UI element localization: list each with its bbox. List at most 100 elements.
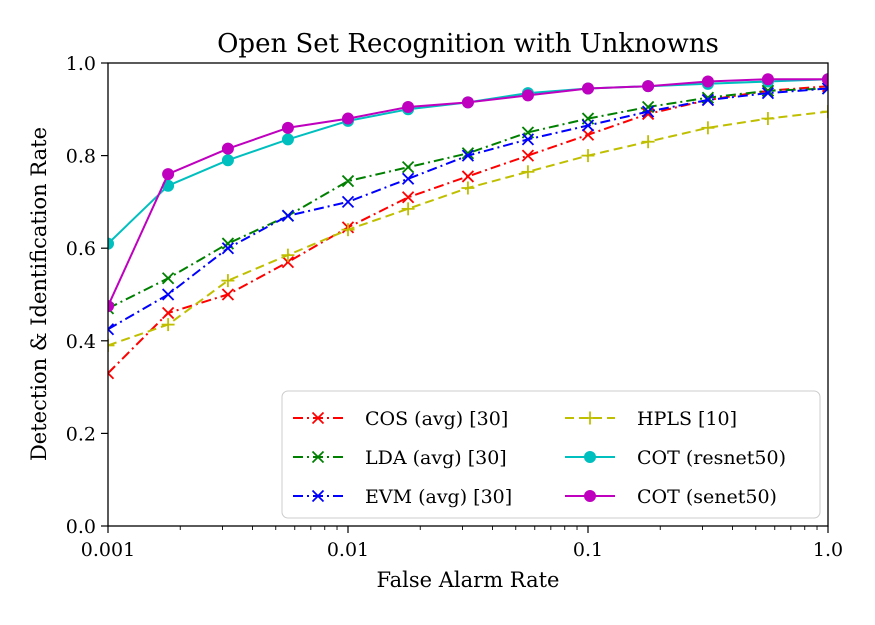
data-point <box>341 223 355 237</box>
series-1 <box>108 82 828 315</box>
data-point <box>461 170 475 183</box>
legend-label: HPLS [10] <box>637 408 737 430</box>
y-axis-label: Detection & Identification Rate <box>27 127 51 461</box>
y-tick-label: 0.6 <box>66 238 96 260</box>
data-point <box>641 135 655 149</box>
data-point <box>461 181 475 195</box>
x-axis-label: False Alarm Rate <box>377 568 560 592</box>
data-point <box>401 191 415 204</box>
x-tick-label: 0.01 <box>327 539 369 561</box>
data-point <box>281 255 295 269</box>
y-tick-label: 0.0 <box>66 516 96 538</box>
data-point <box>108 367 115 380</box>
data-point <box>281 209 295 222</box>
y-tick-label: 0.8 <box>66 146 96 168</box>
data-point <box>642 80 655 93</box>
data-point <box>161 306 175 320</box>
data-point <box>108 323 115 336</box>
legend-label: EVM (avg) [30] <box>365 486 512 508</box>
legend-entry: EVM (avg) [30] <box>293 486 512 508</box>
data-point <box>341 195 355 209</box>
legend: COS (avg) [30] LDA (avg) [30] EVM (avg) [3… <box>281 390 821 519</box>
data-point <box>822 73 828 86</box>
legend-label: COS (avg) [30] <box>365 408 508 430</box>
data-point <box>401 202 415 216</box>
x-tick-label: 0.001 <box>81 539 135 561</box>
data-point <box>521 165 535 179</box>
series-line <box>108 87 828 331</box>
data-point <box>521 149 535 162</box>
data-point <box>701 75 714 88</box>
data-point <box>761 86 775 100</box>
series-3 <box>108 105 828 352</box>
legend-entry: HPLS [10] <box>565 408 737 430</box>
series-5 <box>108 73 828 313</box>
data-point <box>281 133 294 146</box>
legend-marker <box>311 411 325 425</box>
legend-entry: LDA (avg) [30] <box>293 447 507 469</box>
legend-box <box>281 390 821 519</box>
data-point <box>582 82 594 95</box>
data-point <box>641 105 655 118</box>
series-line <box>108 110 828 347</box>
x-tick-label: 1.0 <box>813 539 843 561</box>
data-point <box>221 242 235 255</box>
data-point <box>402 100 415 113</box>
legend-marker <box>583 411 597 425</box>
legend-marker <box>584 490 596 502</box>
y-tick-label: 0.4 <box>66 331 96 353</box>
data-point <box>821 82 828 95</box>
legend-entry: COT (resnet50) <box>565 447 786 469</box>
data-point <box>461 147 475 160</box>
data-point <box>461 96 474 109</box>
data-point <box>108 338 115 352</box>
legend-label: COT (resnet50) <box>637 447 786 469</box>
data-point <box>821 105 828 119</box>
data-point <box>641 100 655 114</box>
series-line <box>108 85 828 374</box>
data-point <box>161 272 175 285</box>
data-point <box>521 133 535 146</box>
data-point <box>221 288 235 301</box>
x-tick-label: 0.1 <box>573 539 603 561</box>
data-point <box>281 121 294 134</box>
legend-label: COT (senet50) <box>637 486 777 508</box>
legend-entry: COT (senet50) <box>565 486 777 508</box>
legend-label: LDA (avg) [30] <box>365 447 507 469</box>
y-axis: 0.0 0.2 0.4 0.6 0.8 1.0 <box>66 53 108 538</box>
data-point <box>341 174 355 188</box>
plot-frame <box>107 62 829 527</box>
data-point <box>581 119 595 132</box>
y-tick-label: 0.2 <box>66 423 96 445</box>
data-point <box>162 168 175 181</box>
x-axis: 0.001 0.01 0.1 1.0 <box>81 526 843 561</box>
series-line <box>108 87 828 310</box>
data-point <box>108 300 114 313</box>
legend-entry: COS (avg) [30] <box>293 408 508 430</box>
data-point <box>108 237 114 250</box>
data-point <box>521 89 534 102</box>
data-point <box>221 142 234 155</box>
legend-marker <box>311 450 325 464</box>
series-2 <box>108 82 828 336</box>
data-point <box>761 73 774 86</box>
y-tick-label: 1.0 <box>66 53 96 75</box>
data-point <box>581 128 595 141</box>
data-point <box>281 248 295 262</box>
data-point <box>161 318 175 332</box>
data-point <box>342 112 354 125</box>
data-point <box>221 154 234 167</box>
data-point <box>401 172 415 185</box>
data-point <box>401 161 415 174</box>
legend-marker <box>584 451 596 463</box>
legend-marker <box>311 489 325 503</box>
data-point <box>701 93 715 107</box>
data-point <box>161 288 175 301</box>
series-layer <box>108 73 828 380</box>
data-point <box>461 149 475 162</box>
chart-title: Open Set Recognition with Unknowns <box>217 29 719 59</box>
data-point <box>761 112 775 126</box>
data-point <box>701 121 715 135</box>
data-point <box>221 274 235 288</box>
